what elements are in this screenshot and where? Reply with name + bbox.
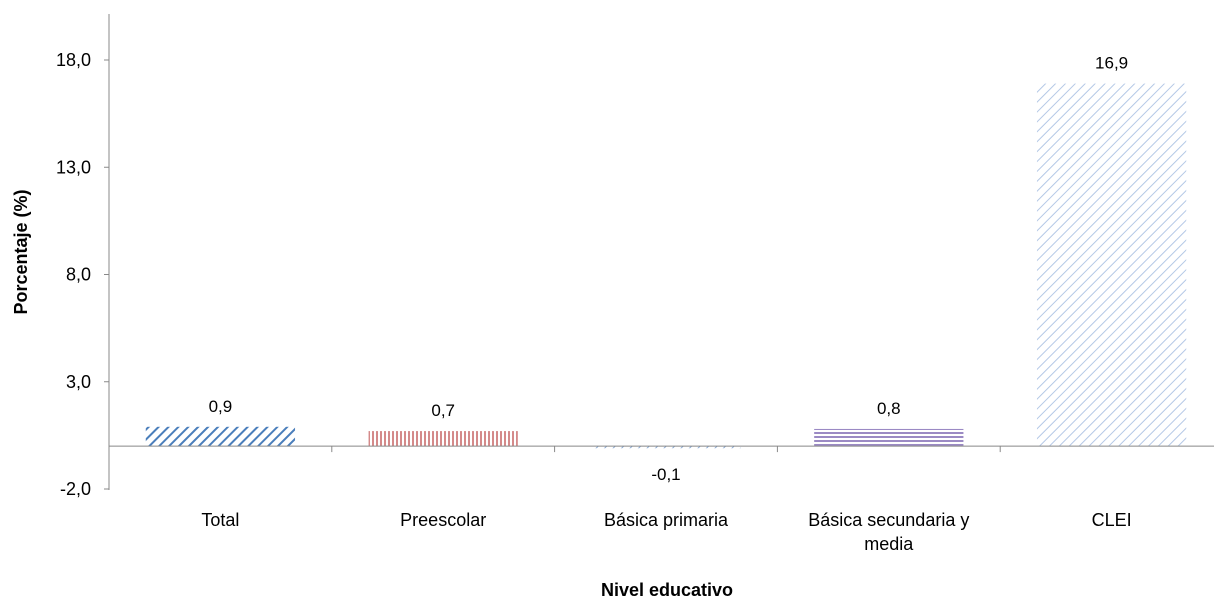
category-labels: Total Preescolar Básica primaria Básica sec… [201,510,1131,554]
bars [145,83,1187,449]
data-label: 0,7 [431,401,455,420]
x-axis-title: Nivel educativo [601,580,733,600]
data-label: 0,8 [877,399,901,418]
category-label: Básica primaria [604,510,729,530]
y-axis-title: Porcentaje (%) [11,189,31,314]
data-labels: 0,9 0,7 -0,1 0,8 16,9 [209,54,1129,485]
category-label: media [864,534,914,554]
y-tick-label: 8,0 [66,265,91,285]
category-label: Básica secundaria y [808,510,969,530]
y-axis-ticks: -2,0 3,0 8,0 13,0 18,0 [56,50,109,499]
y-tick-label: -2,0 [60,479,91,499]
data-label: -0,1 [651,465,680,484]
data-label: 0,9 [209,397,233,416]
y-tick-label: 13,0 [56,157,91,177]
category-label: Total [201,510,239,530]
x-axis-ticks [108,446,1001,453]
bar [591,446,741,449]
plot-area: -2,0 3,0 8,0 13,0 18,0 0,9 0,7 -0,1 0,8 16,9 Tot… [56,14,1214,554]
bar [368,431,518,447]
bar [145,426,296,447]
data-label: 16,9 [1095,54,1128,73]
y-tick-label: 18,0 [56,50,91,70]
y-tick-label: 3,0 [66,372,91,392]
bar [1036,83,1187,447]
category-label: Preescolar [400,510,486,530]
category-label: CLEI [1092,510,1132,530]
bar [814,428,964,447]
